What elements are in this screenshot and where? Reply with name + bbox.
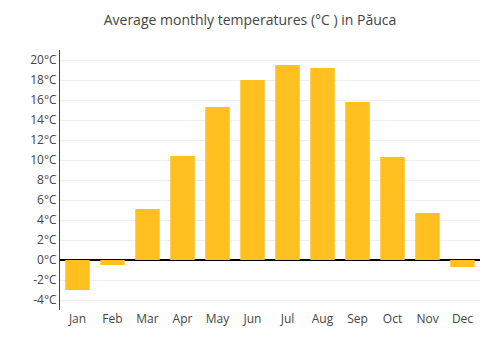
svg-text:Feb: Feb: [102, 310, 122, 327]
svg-text:6°C: 6°C: [37, 191, 57, 208]
svg-text:May: May: [206, 310, 230, 327]
svg-text:Jul: Jul: [280, 310, 295, 327]
svg-text:4°C: 4°C: [37, 211, 57, 228]
svg-text:14°C: 14°C: [30, 111, 57, 128]
svg-text:Average monthly temperatures (: Average monthly temperatures (°C ) in Pă…: [104, 10, 397, 29]
svg-text:20°C: 20°C: [30, 51, 57, 68]
svg-text:16°C: 16°C: [30, 91, 57, 108]
svg-text:-4°C: -4°C: [33, 291, 57, 308]
svg-text:0°C: 0°C: [37, 251, 57, 268]
svg-text:Jan: Jan: [68, 310, 86, 327]
svg-text:18°C: 18°C: [30, 71, 57, 88]
svg-text:10°C: 10°C: [30, 151, 57, 168]
svg-text:2°C: 2°C: [37, 231, 57, 248]
svg-text:Aug: Aug: [312, 310, 334, 327]
svg-text:Oct: Oct: [383, 310, 402, 327]
svg-text:Nov: Nov: [416, 310, 438, 327]
svg-text:12°C: 12°C: [30, 131, 57, 148]
svg-text:Jun: Jun: [243, 310, 262, 327]
svg-text:Apr: Apr: [173, 310, 193, 327]
svg-text:8°C: 8°C: [37, 171, 57, 188]
svg-text:Mar: Mar: [136, 310, 158, 327]
svg-text:Sep: Sep: [347, 310, 368, 327]
svg-text:Dec: Dec: [452, 310, 473, 327]
svg-text:-2°C: -2°C: [33, 271, 57, 288]
